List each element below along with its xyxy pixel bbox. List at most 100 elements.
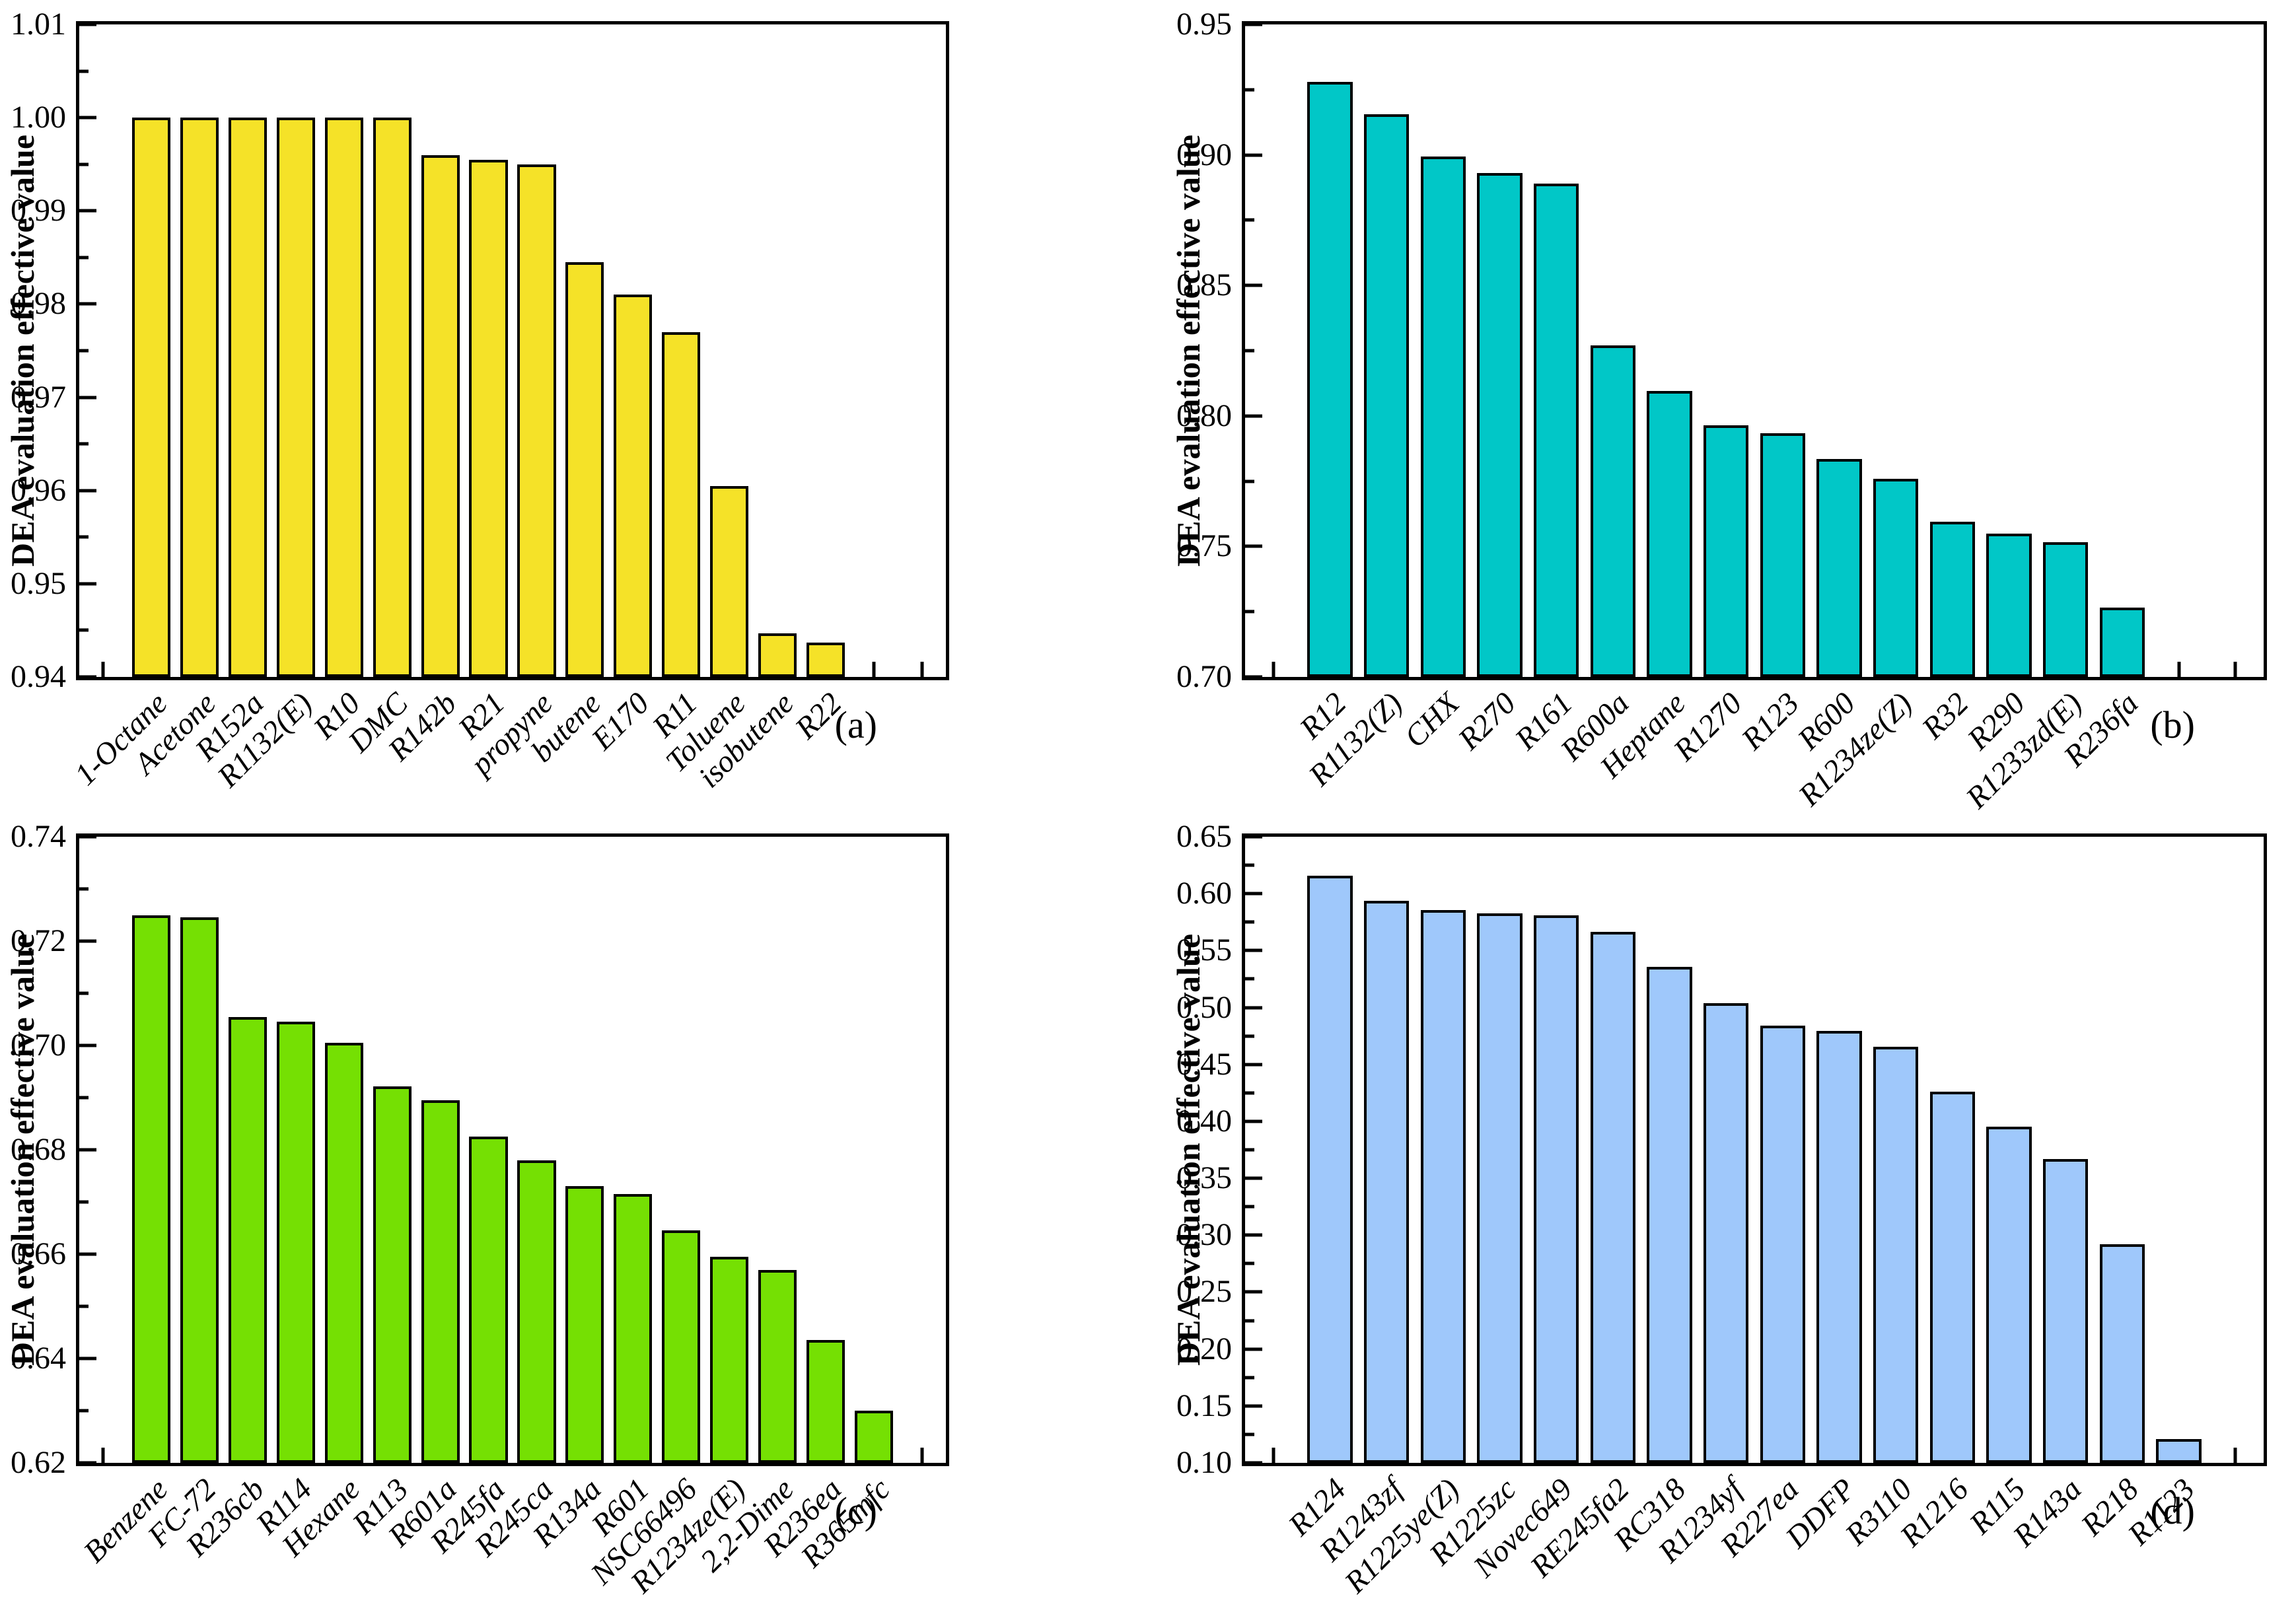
bar-R270 [1477, 173, 1523, 677]
panel-letter-d: (d) [2150, 1489, 2195, 1532]
bar-R236fa [2099, 608, 2145, 677]
bar-R236cb [228, 1016, 268, 1463]
y-major-tick [79, 209, 96, 213]
y-major-tick [1244, 892, 1262, 896]
bar-Benzene [132, 915, 171, 1463]
bar-R600 [1816, 459, 1862, 677]
bar-Hexane [324, 1043, 364, 1463]
y-major-tick [1244, 675, 1262, 679]
y-minor-tick [79, 887, 89, 891]
y-minor-tick [79, 1096, 89, 1100]
y-minor-tick [79, 69, 89, 73]
y-major-tick [1244, 1461, 1262, 1465]
y-tick-label: 0.50 [1176, 989, 1232, 1025]
bar-DMC [373, 118, 412, 677]
x-axis-tick [872, 662, 876, 678]
y-minor-tick [79, 162, 89, 166]
bar-R601a [421, 1100, 460, 1463]
y-major-tick [79, 396, 96, 400]
x-tick-label: R270 [1452, 686, 1523, 757]
bar-R114 [276, 1022, 316, 1463]
bar-isobutene [758, 633, 797, 677]
y-minor-tick [1244, 610, 1254, 614]
panel-d: DEA evaluation effective value (d) 0.10 0… [1148, 811, 2296, 1622]
y-major-tick [1244, 1233, 1262, 1237]
bar-NSC66496 [661, 1230, 701, 1463]
bar-R10 [324, 118, 364, 677]
bar-R3110 [1873, 1047, 1919, 1463]
y-tick-label: 0.25 [1176, 1274, 1232, 1310]
y-axis-title-b: DEA evaluation effective value [1170, 134, 1207, 567]
y-tick-label: 0.66 [11, 1236, 66, 1271]
x-axis-tick [920, 1448, 924, 1463]
y-tick-label: 0.95 [11, 565, 66, 601]
y-minor-tick [1244, 1261, 1254, 1265]
bar-Novec649 [1533, 915, 1579, 1463]
y-tick-label: 0.65 [1176, 819, 1232, 854]
bar-R113 [373, 1086, 412, 1463]
bar-R1234ze(Z) [1873, 478, 1919, 677]
y-tick-label: 0.85 [1176, 267, 1232, 303]
y-major-tick [1244, 835, 1262, 839]
y-minor-tick [1244, 218, 1254, 222]
bar-2,2-Dime [758, 1269, 797, 1463]
bar-R22 [806, 642, 845, 677]
y-major-tick [79, 675, 96, 679]
y-tick-label: 0.35 [1176, 1160, 1232, 1196]
y-major-tick [79, 1148, 96, 1152]
bar-R245ca [517, 1160, 556, 1463]
bar-R134a [565, 1186, 604, 1463]
y-major-tick [1244, 1404, 1262, 1408]
bar-1-Octane [132, 118, 171, 677]
y-major-tick [1244, 1347, 1262, 1351]
bar-DDFP [1816, 1030, 1862, 1463]
bar-R1225ye(Z) [1420, 910, 1466, 1463]
y-major-tick [79, 1461, 96, 1465]
y-minor-tick [1244, 349, 1254, 353]
y-major-tick [79, 1043, 96, 1047]
y-minor-tick [1244, 1091, 1254, 1095]
bar-FC-72 [180, 917, 219, 1463]
y-tick-label: 1.00 [11, 100, 66, 135]
y-major-tick [79, 1252, 96, 1256]
y-major-tick [79, 302, 96, 306]
y-axis-title-d: DEA evaluation effective value [1170, 933, 1207, 1366]
bar-R1225zc [1477, 913, 1523, 1463]
y-major-tick [1244, 1290, 1262, 1294]
y-tick-label: 0.96 [11, 472, 66, 508]
y-major-tick [1244, 1006, 1262, 1010]
y-tick-label: 0.20 [1176, 1331, 1232, 1366]
y-minor-tick [79, 991, 89, 995]
bar-R1270 [1703, 425, 1749, 677]
bar-Acetone [180, 118, 219, 677]
bar-R1234yf [1703, 1003, 1749, 1463]
y-minor-tick [79, 349, 89, 353]
x-tick-label: CHX [1398, 686, 1466, 755]
y-minor-tick [79, 1200, 89, 1204]
y-minor-tick [79, 628, 89, 632]
bar-R21 [469, 159, 508, 677]
y-minor-tick [1244, 1319, 1254, 1323]
y-minor-tick [1244, 88, 1254, 92]
y-major-tick [1244, 283, 1262, 287]
y-tick-label: 0.64 [11, 1341, 66, 1376]
y-minor-tick [1244, 977, 1254, 981]
y-major-tick [79, 835, 96, 839]
y-minor-tick [1244, 1376, 1254, 1380]
y-minor-tick [1244, 479, 1254, 483]
y-tick-label: 0.90 [1176, 137, 1232, 172]
bar-Heptane [1647, 391, 1692, 677]
y-tick-label: 0.55 [1176, 933, 1232, 968]
panel-letter-c: (c) [834, 1489, 877, 1532]
y-minor-tick [79, 256, 89, 260]
x-axis-tick [101, 662, 105, 678]
y-tick-label: 0.68 [11, 1132, 66, 1167]
bar-E170 [614, 295, 653, 677]
x-axis-tick [2233, 1448, 2237, 1463]
plot-area-d: DEA evaluation effective value (d) 0.10 0… [1170, 821, 2267, 1600]
y-major-tick [1244, 948, 1262, 952]
plot-area-a: DEA evaluation effective value (a) 0.94 0… [4, 9, 949, 794]
y-tick-label: 0.40 [1176, 1103, 1232, 1139]
bar-R32 [1929, 521, 1976, 677]
y-major-tick [79, 1357, 96, 1360]
